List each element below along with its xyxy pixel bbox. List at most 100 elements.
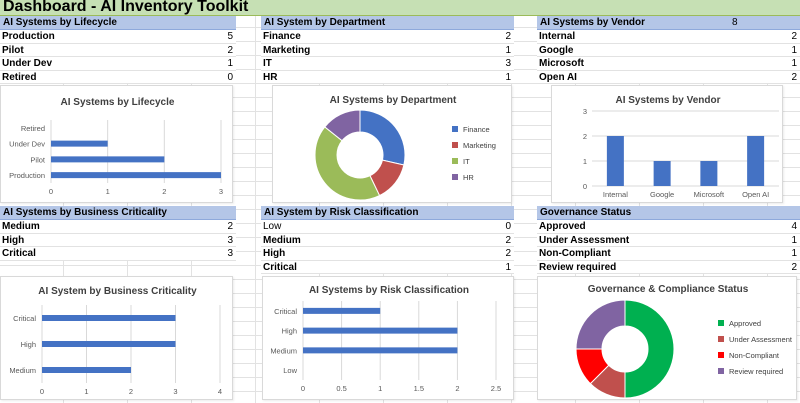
legend-label-review-required: Review required	[729, 367, 783, 376]
table-row[interactable]: Production 5	[0, 30, 236, 44]
bar-under-dev	[51, 140, 108, 147]
legend-label-non-compliant: Non-Compliant	[729, 351, 780, 360]
bar-critical	[303, 307, 381, 314]
y-tick-label: High	[21, 340, 36, 349]
legend-swatch-review-required	[718, 368, 724, 374]
vendor-table-header[interactable]: AI Systems by Vendor 8	[537, 16, 800, 30]
table-row[interactable]: Under Dev 1	[0, 57, 236, 71]
table-row[interactable]: High 2	[261, 247, 514, 261]
criticality-chart-svg: AI System by Business Criticality 0 1 2 3 4 Me…	[9, 286, 222, 396]
legend-swatch-marketing	[452, 142, 458, 148]
bar-open-ai	[747, 136, 765, 186]
y-tick-label: 1	[583, 157, 587, 166]
slice-approved	[624, 299, 675, 399]
y-tick-label: Medium	[270, 346, 297, 355]
table-row[interactable]: HR 1	[261, 70, 514, 84]
table-row[interactable]: Medium 2	[0, 220, 236, 234]
chart-title: AI Systems by Department	[330, 95, 457, 106]
lifecycle-table: AI Systems by Lifecycle Production 5 Pilo…	[0, 16, 236, 84]
department-table: AI System by Department Finance 2 Marketi…	[261, 16, 514, 84]
table-row[interactable]: Open AI 2	[537, 70, 800, 84]
bar-internal	[606, 136, 624, 186]
governance-table: Governance Status Approved 4 Under Assess…	[537, 206, 800, 274]
table-row[interactable]: Microsoft 1	[537, 57, 800, 71]
x-tick-label: 1.5	[414, 384, 424, 393]
y-tick-label: Under Dev	[9, 140, 45, 149]
bar-microsoft	[700, 161, 718, 186]
table-row[interactable]: Marketing 1	[261, 43, 514, 57]
risk-chart-svg: AI Systems by Risk Classification 0 0.5 1 1.…	[270, 285, 501, 393]
risk-chart[interactable]: AI Systems by Risk Classification 0 0.5 1 1.…	[262, 276, 514, 400]
y-tick-label: High	[282, 327, 297, 336]
slice-finance	[359, 109, 406, 166]
legend-label-finance: Finance	[463, 125, 490, 134]
lifecycle-chart[interactable]: AI Systems by Lifecycle 0 1 2 3 Production Pil…	[0, 85, 233, 203]
y-tick-label: 2	[583, 132, 587, 141]
department-table-header[interactable]: AI System by Department	[261, 16, 514, 30]
legend-label-hr: HR	[463, 173, 474, 182]
y-tick-label: Retired	[21, 124, 45, 133]
department-chart-svg: AI Systems by Department Finance Marketing…	[314, 95, 496, 201]
vendor-total-value: 8	[732, 17, 738, 28]
table-row[interactable]: Low 0	[261, 220, 514, 234]
legend-swatch-non-compliant	[718, 352, 724, 358]
table-row[interactable]: Finance 2	[261, 30, 514, 44]
legend-swatch-hr	[452, 174, 458, 180]
x-tick-label: 0.5	[336, 384, 346, 393]
department-chart[interactable]: AI Systems by Department Finance Marketing…	[272, 85, 512, 203]
x-tick-label: Open AI	[742, 190, 769, 199]
criticality-table: AI Systems by Business Criticality Mediu…	[0, 206, 236, 261]
lifecycle-chart-svg: AI Systems by Lifecycle 0 1 2 3 Production Pil…	[9, 97, 223, 196]
bar-critical	[42, 315, 176, 321]
table-row[interactable]: Under Assessment 1	[537, 233, 800, 247]
dashboard-title[interactable]: Dashboard - AI Inventory Toolkit	[3, 0, 249, 15]
chart-title: AI Systems by Risk Classification	[309, 285, 469, 296]
criticality-table-header[interactable]: AI Systems by Business Criticality	[0, 206, 236, 220]
y-tick-label: Production	[9, 171, 45, 180]
x-tick-label: 1	[106, 187, 110, 196]
bar-high	[42, 341, 176, 347]
x-tick-label: 2.5	[491, 384, 501, 393]
x-tick-label: Microsoft	[694, 190, 725, 199]
x-tick-label: 1	[84, 387, 88, 396]
chart-title: AI Systems by Lifecycle	[61, 97, 175, 108]
table-row[interactable]: High 3	[0, 233, 236, 247]
table-row[interactable]: Approved 4	[537, 220, 800, 234]
vendor-table-header-label: AI Systems by Vendor	[540, 17, 646, 28]
bar-pilot	[51, 156, 165, 163]
x-tick-label: 0	[49, 187, 53, 196]
vendor-chart[interactable]: AI Systems by Vendor 0 1 2 3 Internal Google Mi…	[551, 85, 783, 203]
lifecycle-table-header[interactable]: AI Systems by Lifecycle	[0, 16, 236, 30]
y-tick-label: Medium	[9, 366, 36, 375]
governance-chart[interactable]: Governance & Compliance Status Approved Un…	[537, 276, 797, 400]
y-tick-label: 0	[583, 182, 587, 191]
table-row[interactable]: Retired 0	[0, 70, 236, 84]
risk-table: AI System by Risk Classification Low 0 Me…	[261, 206, 514, 274]
table-row[interactable]: Critical 1	[261, 260, 514, 274]
table-row[interactable]: IT 3	[261, 57, 514, 71]
legend-swatch-finance	[452, 126, 458, 132]
table-row[interactable]: Medium 2	[261, 233, 514, 247]
risk-table-header[interactable]: AI System by Risk Classification	[261, 206, 514, 220]
table-row[interactable]: Non-Compliant 1	[537, 247, 800, 261]
table-row[interactable]: Pilot 2	[0, 43, 236, 57]
x-tick-label: 0	[40, 387, 44, 396]
vendor-table: AI Systems by Vendor 8 Internal 2 Google 1…	[537, 16, 800, 84]
y-tick-label: 3	[583, 107, 587, 116]
slice-review-required	[575, 299, 626, 350]
y-tick-label: Critical	[274, 307, 297, 316]
y-tick-label: Low	[283, 366, 297, 375]
y-tick-label: Pilot	[30, 155, 46, 164]
chart-title: AI System by Business Criticality	[38, 286, 197, 297]
x-tick-label: 2	[455, 384, 459, 393]
dashboard-title-bar: Dashboard - AI Inventory Toolkit	[0, 0, 800, 16]
criticality-chart[interactable]: AI System by Business Criticality 0 1 2 3 4 Me…	[0, 276, 233, 400]
slice-hr	[324, 109, 361, 142]
legend-label-approved: Approved	[729, 319, 761, 328]
table-row[interactable]: Critical 3	[0, 247, 236, 261]
table-row[interactable]: Internal 2	[537, 30, 800, 44]
table-row[interactable]: Google 1	[537, 43, 800, 57]
x-tick-label: Internal	[603, 190, 628, 199]
governance-table-header[interactable]: Governance Status	[537, 206, 800, 220]
table-row[interactable]: Review required 2	[537, 260, 800, 274]
